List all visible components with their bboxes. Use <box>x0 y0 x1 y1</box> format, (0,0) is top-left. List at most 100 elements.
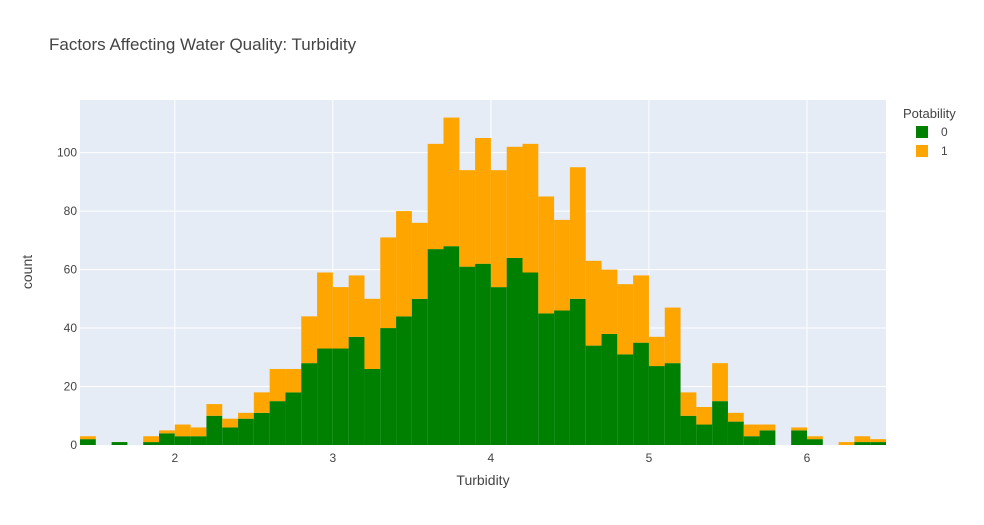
legend-label-1[interactable]: 1 <box>941 144 948 158</box>
bar-potability-1 <box>253 392 270 413</box>
bar-potability-0 <box>380 328 397 445</box>
bar-potability-1 <box>806 436 823 440</box>
y-tick-labels: 0 20 40 60 80 100 <box>57 146 77 452</box>
y-tick-label: 0 <box>70 438 77 452</box>
bar-potability-0 <box>427 249 444 445</box>
y-axis-title: count <box>19 255 35 289</box>
bar-potability-0 <box>143 442 160 445</box>
bar-potability-0 <box>791 430 807 445</box>
bar-potability-0 <box>569 298 586 445</box>
bar-potability-0 <box>633 342 649 445</box>
y-tick-label: 40 <box>64 321 78 335</box>
y-tick-label: 100 <box>57 146 77 160</box>
bar-potability-1 <box>664 307 681 364</box>
bar-potability-0 <box>348 336 365 445</box>
legend-title: Potability <box>903 106 956 121</box>
bar-potability-1 <box>680 392 697 416</box>
bar-potability-1 <box>396 211 412 317</box>
bar-potability-1 <box>506 146 523 258</box>
legend-swatch-0[interactable] <box>916 126 928 138</box>
bar-potability-0 <box>648 366 665 445</box>
x-tick-label: 6 <box>804 451 811 465</box>
bar-potability-1 <box>222 418 239 428</box>
bar-potability-0 <box>396 316 412 445</box>
bar-potability-0 <box>269 401 286 445</box>
legend: Potability 0 1 <box>903 106 956 158</box>
bar-potability-1 <box>870 439 886 443</box>
bar-potability-0 <box>111 442 128 445</box>
bar-potability-0 <box>617 354 634 445</box>
bar-potability-1 <box>143 436 160 443</box>
x-tick-labels: 2 3 4 5 6 <box>171 451 810 465</box>
bar-potability-0 <box>806 439 823 445</box>
bar-potability-0 <box>870 442 886 445</box>
bar-potability-1 <box>380 237 397 329</box>
y-tick-label: 80 <box>64 204 78 218</box>
bar-potability-0 <box>506 257 523 445</box>
bar-potability-1 <box>80 436 96 440</box>
bar-potability-0 <box>411 298 428 445</box>
bar-potability-1 <box>490 170 507 288</box>
bar-potability-0 <box>174 436 191 445</box>
bar-potability-0 <box>522 272 539 445</box>
bar-potability-0 <box>554 310 570 445</box>
bar-potability-1 <box>554 219 570 311</box>
bar-potability-0 <box>159 433 175 445</box>
bar-potability-0 <box>854 442 871 445</box>
bar-potability-0 <box>743 436 760 445</box>
y-tick-label: 60 <box>64 263 78 277</box>
bar-potability-0 <box>222 427 239 445</box>
bar-potability-1 <box>332 287 349 349</box>
bar-potability-0 <box>317 348 333 445</box>
bar-potability-1 <box>727 412 744 422</box>
bar-potability-1 <box>174 424 191 437</box>
bar-potability-1 <box>522 143 539 273</box>
bar-potability-1 <box>459 170 476 267</box>
bar-potability-1 <box>743 424 760 437</box>
bar-potability-1 <box>443 117 460 247</box>
bar-potability-1 <box>601 269 618 334</box>
bar-potability-1 <box>854 436 871 443</box>
bar-potability-0 <box>712 401 728 445</box>
bar-potability-0 <box>332 348 349 445</box>
legend-label-0[interactable]: 0 <box>941 125 948 139</box>
bar-potability-1 <box>190 427 207 437</box>
bar-potability-1 <box>791 427 807 431</box>
bar-potability-0 <box>80 439 96 445</box>
legend-swatch-1[interactable] <box>916 145 928 157</box>
bar-potability-1 <box>364 298 381 369</box>
bar-potability-0 <box>585 345 602 445</box>
bar-potability-1 <box>648 336 665 367</box>
x-tick-label: 2 <box>171 451 178 465</box>
bar-potability-0 <box>238 418 254 445</box>
bar-potability-1 <box>285 368 302 393</box>
bar-potability-1 <box>475 138 491 264</box>
x-axis-title: Turbidity <box>456 472 509 488</box>
bar-potability-0 <box>190 436 207 445</box>
bar-potability-0 <box>285 392 302 445</box>
bar-potability-0 <box>601 333 618 445</box>
bar-potability-0 <box>696 424 713 445</box>
bar-potability-1 <box>617 284 634 355</box>
bar-potability-1 <box>712 363 728 402</box>
bar-potability-1 <box>301 316 318 364</box>
bar-potability-1 <box>427 143 444 250</box>
bar-potability-1 <box>838 442 855 445</box>
bar-potability-1 <box>696 406 713 425</box>
bar-potability-0 <box>680 415 697 445</box>
bar-potability-0 <box>475 263 491 445</box>
bar-potability-1 <box>759 424 776 431</box>
bar-potability-1 <box>569 167 586 299</box>
bar-potability-1 <box>633 275 649 343</box>
bar-potability-1 <box>206 404 223 416</box>
bar-potability-1 <box>238 412 254 419</box>
x-tick-label: 4 <box>488 451 495 465</box>
x-tick-label: 3 <box>330 451 337 465</box>
bar-potability-1 <box>538 196 555 314</box>
bar-potability-1 <box>348 275 365 337</box>
bars <box>80 117 886 445</box>
bar-potability-0 <box>459 266 476 445</box>
bar-potability-0 <box>490 287 507 445</box>
bar-potability-0 <box>664 363 681 445</box>
